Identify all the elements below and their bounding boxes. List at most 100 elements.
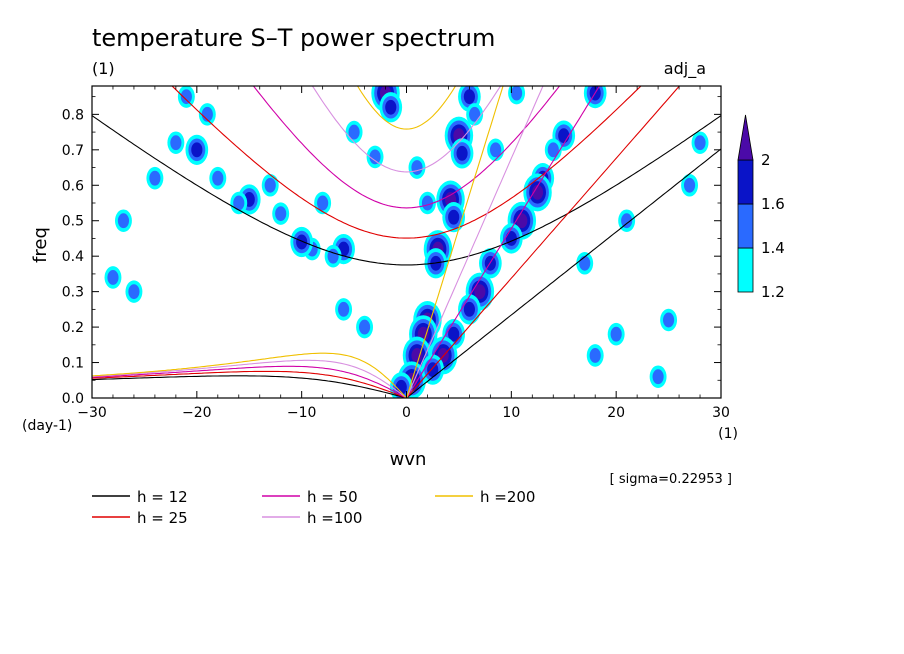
contour-blob bbox=[117, 213, 130, 229]
contour-blob bbox=[579, 255, 591, 271]
contour-blob bbox=[348, 124, 360, 140]
contour-blob bbox=[621, 213, 633, 229]
contour-blob bbox=[107, 270, 119, 285]
dispersion-curve-kelvin bbox=[405, 86, 504, 398]
dispersion-curve-ig bbox=[92, 115, 721, 266]
y-tick-label: 0.0 bbox=[62, 391, 84, 407]
dispersion-curve-ig bbox=[311, 86, 502, 173]
x-tick-label: −10 bbox=[287, 405, 317, 421]
contour-blob bbox=[589, 348, 601, 363]
contour-blob bbox=[505, 231, 517, 246]
contour-blob bbox=[411, 348, 423, 363]
chart-right-label: adj_a bbox=[664, 59, 706, 79]
contour-blob bbox=[128, 284, 140, 300]
contour-blob bbox=[275, 206, 287, 222]
contour-blob bbox=[385, 99, 397, 115]
contour-blob bbox=[338, 301, 350, 317]
contour-blob bbox=[149, 170, 161, 186]
y-tick-label: 0.3 bbox=[62, 285, 84, 301]
legend-label: h = 12 bbox=[137, 488, 188, 506]
legend-label: h = 50 bbox=[307, 488, 358, 506]
x-tick-label: −20 bbox=[182, 405, 212, 421]
contour-blob bbox=[358, 319, 371, 335]
dispersion-curve-ig bbox=[356, 86, 457, 130]
contour-blob bbox=[180, 89, 192, 105]
contour-blob bbox=[531, 184, 544, 200]
contour-blob bbox=[652, 369, 664, 385]
contour-blob bbox=[463, 301, 475, 317]
dispersion-curve-layer bbox=[92, 86, 721, 398]
y-tick-label: 0.5 bbox=[62, 214, 84, 230]
y-tick-label: 0.4 bbox=[62, 249, 84, 265]
y-tick-label: 0.8 bbox=[62, 107, 84, 123]
contour-blob bbox=[448, 326, 460, 342]
contour-blob bbox=[411, 160, 423, 175]
colorbar-label: 1.4 bbox=[761, 239, 785, 257]
y-tick-label: 0.2 bbox=[62, 320, 84, 336]
contour-blob bbox=[469, 106, 481, 122]
contour-blob bbox=[421, 195, 434, 211]
x-axis-label: wvn bbox=[390, 449, 427, 470]
contour-blob bbox=[547, 142, 559, 158]
contour-blob bbox=[694, 135, 706, 151]
contour-blob bbox=[296, 234, 308, 250]
colorbar-extend-triangle bbox=[737, 114, 754, 161]
x-tick-label: 10 bbox=[502, 405, 520, 421]
dispersion-curve-rossby bbox=[92, 359, 407, 398]
dispersion-curve-rossby bbox=[92, 370, 407, 398]
y-axis-label: freq bbox=[30, 227, 51, 263]
contour-blob bbox=[474, 284, 486, 300]
legend: h = 12 h = 25 h = 50 h =100 h =200 bbox=[92, 488, 535, 527]
contour-blob bbox=[395, 379, 407, 395]
colorbar-label: 2 bbox=[761, 151, 771, 169]
x-tick-label: 20 bbox=[607, 405, 625, 421]
contour-blob bbox=[317, 195, 329, 211]
dispersion-curve-rossby bbox=[92, 375, 407, 398]
y-tick-label: 0.7 bbox=[62, 143, 84, 159]
contour-blob bbox=[510, 86, 523, 101]
contour-blob bbox=[369, 149, 381, 165]
colorbar-segment bbox=[737, 247, 754, 293]
legend-label: h = 25 bbox=[137, 509, 188, 527]
contour-blob bbox=[327, 248, 339, 264]
chart-subtitle: (1) bbox=[92, 59, 115, 78]
x-axis-unit: (1) bbox=[718, 426, 738, 442]
contour-blob bbox=[212, 170, 224, 186]
contour-blob bbox=[610, 326, 622, 342]
contour-blob bbox=[683, 177, 696, 193]
chart-title: temperature S–T power spectrum bbox=[92, 24, 495, 52]
contour-blob bbox=[264, 177, 276, 193]
dispersion-curve-rossby bbox=[92, 365, 407, 398]
x-tick-label: 0 bbox=[402, 405, 411, 421]
legend-label: h =200 bbox=[480, 488, 535, 506]
colorbar-segment bbox=[737, 159, 754, 205]
y-axis-unit: (day-1) bbox=[22, 418, 72, 434]
dispersion-curve-rossby bbox=[92, 352, 407, 398]
contour-blob bbox=[233, 195, 245, 211]
colorbar: 1.2 1.4 1.6 2 bbox=[737, 114, 785, 301]
dispersion-curve-kelvin bbox=[406, 86, 681, 398]
sigma-note: [ sigma=0.22953 ] bbox=[610, 472, 732, 487]
axis-tick-layer: −30 −20 −10 0 10 20 30 0.0 0.1 0.2 0.3 0.4 0.5 0.6 0.7… bbox=[62, 86, 730, 421]
contour-blob bbox=[448, 209, 460, 225]
contour-blob bbox=[456, 145, 468, 161]
y-tick-label: 0.6 bbox=[62, 178, 84, 194]
dispersion-curve-ig bbox=[171, 86, 642, 239]
contour-blob bbox=[463, 89, 475, 105]
contour-blob bbox=[191, 142, 203, 158]
contour-blob bbox=[427, 362, 439, 378]
dispersion-curve-kelvin bbox=[405, 86, 544, 398]
colorbar-segment bbox=[737, 203, 754, 249]
contour-blob bbox=[558, 128, 570, 144]
x-tick-label: −30 bbox=[77, 405, 107, 421]
y-tick-label: 0.1 bbox=[62, 356, 84, 372]
dispersion-curve-ig bbox=[252, 86, 561, 209]
dispersion-curve-kelvin bbox=[406, 86, 601, 398]
colorbar-label: 1.2 bbox=[761, 283, 785, 301]
dispersion-curve-kelvin bbox=[406, 148, 721, 398]
contour-blob bbox=[170, 135, 182, 151]
colorbar-label: 1.6 bbox=[761, 195, 785, 213]
x-tick-label: 30 bbox=[712, 405, 730, 421]
contour-blob bbox=[201, 106, 213, 122]
